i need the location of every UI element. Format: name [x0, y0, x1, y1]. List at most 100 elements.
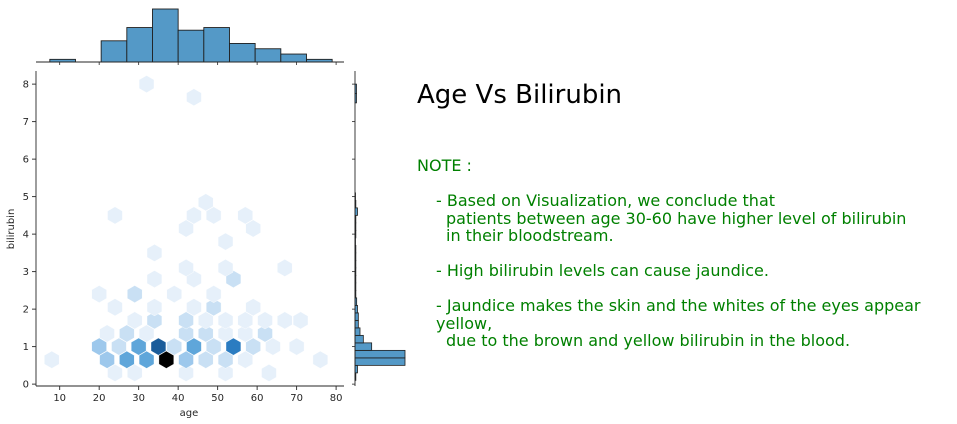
- note-line: - Based on Visualization, we conclude th…: [436, 191, 776, 210]
- histogram-bar: [203, 27, 230, 63]
- note-bullet: - Based on Visualization, we conclude th…: [436, 192, 957, 245]
- hexbin: [198, 350, 214, 369]
- histogram-bar: [354, 342, 373, 351]
- hexbin: [198, 311, 214, 330]
- histogram-bar: [354, 357, 406, 366]
- hexbin: [107, 364, 123, 382]
- marginal-y-histogram: [352, 71, 406, 386]
- histogram-bar: [354, 327, 361, 336]
- histogram-bar: [354, 334, 364, 344]
- hexbin: [186, 88, 202, 107]
- hexbin: [111, 337, 127, 356]
- hexbin: [138, 350, 155, 369]
- hexbin: [146, 270, 163, 288]
- joint-hexbin-chart: 10 20 30 40 50 60 70 80 0 1 2 3 4 5 6 7 8 age bilirubin: [6, 8, 406, 419]
- x-axis-label: age: [180, 408, 199, 419]
- x-tick-label: 40: [172, 393, 185, 404]
- note-line: patients between age 30-60 have higher l…: [446, 208, 907, 228]
- hexbin: [178, 219, 194, 238]
- hexbin: [205, 337, 222, 356]
- hexbin: [277, 259, 293, 277]
- x-tick-label: 60: [251, 393, 264, 404]
- hexbin: [166, 285, 182, 303]
- x-tick-label: 10: [53, 393, 66, 404]
- hexbin: [186, 298, 202, 317]
- hexbin: [119, 324, 135, 343]
- histogram-bar: [152, 8, 179, 63]
- axes: 10 20 30 40 50 60 70 80 0 1 2 3 4 5 6 7 8: [23, 71, 344, 404]
- y-tick-label: 8: [23, 80, 29, 91]
- histogram-bar: [254, 48, 282, 63]
- hexbin: [245, 298, 261, 317]
- hexbin: [127, 311, 143, 330]
- histogram-bar: [177, 29, 205, 63]
- histogram-bar: [354, 312, 359, 321]
- x-tick-label: 70: [290, 393, 303, 404]
- hexbin: [107, 298, 123, 317]
- hexbin: [217, 324, 234, 343]
- x-tick-label: 50: [211, 393, 224, 404]
- hexbin: [130, 337, 147, 356]
- hexbin: [198, 324, 214, 343]
- hexbin: [217, 364, 234, 382]
- y-tick-label: 7: [23, 117, 29, 128]
- hexbin: [150, 337, 167, 356]
- hexbin: [257, 311, 273, 330]
- hexbin: [237, 206, 253, 225]
- hexbin: [138, 75, 155, 93]
- hexbin: [146, 298, 163, 317]
- hexbin: [178, 311, 194, 330]
- marginal-x-histogram: [36, 8, 344, 65]
- hexbin: [245, 219, 261, 238]
- hexbin: [257, 324, 273, 343]
- hexbin: [146, 244, 163, 262]
- note-bullet: - High bilirubin levels can cause jaundi…: [436, 262, 957, 280]
- hexbin-layer: [44, 75, 328, 382]
- hexbin: [217, 311, 234, 330]
- note-line: - Jaundice makes the skin and the whites…: [436, 296, 921, 333]
- hexbin: [166, 337, 182, 356]
- note-line: - High bilirubin levels can cause jaundi…: [436, 261, 769, 280]
- x-tick-label: 20: [93, 393, 106, 404]
- hexbin: [178, 350, 194, 369]
- hexbin: [205, 206, 222, 225]
- hexbin: [217, 350, 234, 369]
- hexbin: [146, 311, 163, 330]
- y-tick-label: 6: [23, 155, 29, 166]
- y-tick-label: 4: [23, 230, 29, 241]
- hexbin: [44, 350, 60, 369]
- hexbin: [158, 350, 175, 369]
- y-tick-label: 2: [23, 305, 29, 316]
- hexbin: [119, 350, 135, 369]
- hexbin: [312, 350, 328, 369]
- y-tick-label: 1: [23, 342, 29, 353]
- hexbin: [277, 311, 293, 330]
- hexbin: [178, 324, 194, 343]
- y-tick-label: 5: [23, 192, 29, 203]
- hexbin: [217, 232, 234, 251]
- hexbin: [205, 298, 222, 317]
- hexbin: [186, 337, 202, 356]
- hexbin: [198, 193, 214, 212]
- histogram-bar: [354, 349, 406, 359]
- hexbin: [127, 285, 143, 303]
- chart-title: Age Vs Bilirubin: [417, 80, 623, 110]
- histogram-bar: [354, 319, 359, 329]
- hexbin: [178, 364, 194, 382]
- hexbin: [292, 311, 309, 330]
- x-tick-label: 80: [330, 393, 343, 404]
- x-tick-label: 30: [132, 393, 145, 404]
- hexbin: [245, 337, 261, 356]
- hexbin: [217, 259, 234, 277]
- hexbin: [138, 324, 155, 343]
- hexbin: [186, 206, 202, 225]
- note-bullet: - Jaundice makes the skin and the whites…: [436, 297, 957, 350]
- hexbin: [127, 364, 143, 382]
- histogram-bar: [126, 27, 153, 63]
- histogram-bar: [280, 53, 307, 63]
- note-panel: NOTE : - Based on Visualization, we conc…: [417, 157, 957, 367]
- histogram-bar: [100, 40, 128, 63]
- hexbin: [107, 206, 123, 225]
- note-line: due to the brown and yellow bilirubin in…: [446, 331, 851, 350]
- hexbin: [99, 350, 115, 369]
